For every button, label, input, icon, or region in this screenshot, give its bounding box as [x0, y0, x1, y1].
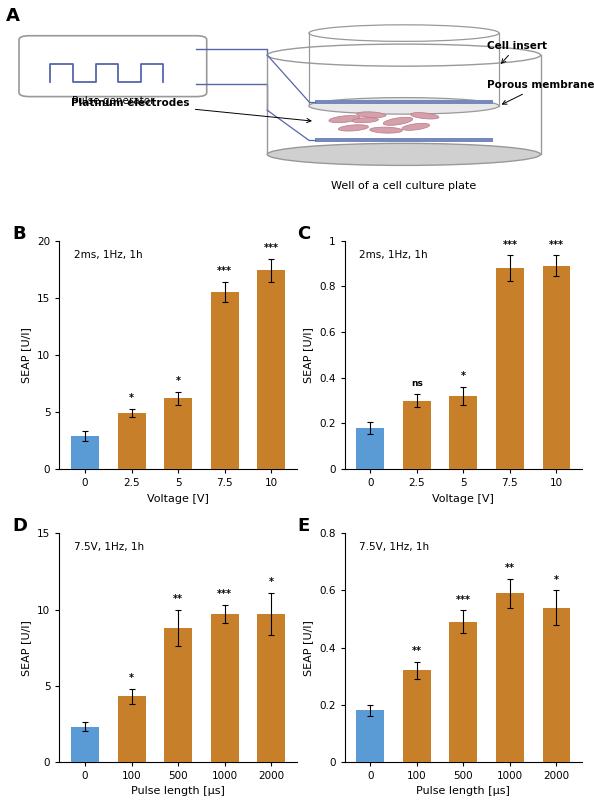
Bar	[403, 670, 431, 762]
Y-axis label: SEAP [U/l]: SEAP [U/l]	[21, 327, 31, 383]
Bar	[118, 413, 146, 469]
Text: B: B	[12, 225, 26, 242]
Text: ***: ***	[549, 240, 564, 249]
Bar	[542, 265, 570, 469]
Bar	[257, 614, 285, 762]
Ellipse shape	[309, 98, 499, 114]
Text: ***: ***	[217, 589, 232, 599]
Bar	[71, 727, 99, 762]
Text: C: C	[297, 225, 310, 242]
Text: 7.5V, 1Hz, 1h: 7.5V, 1Hz, 1h	[359, 542, 429, 553]
Text: Platinum electrodes: Platinum electrodes	[71, 98, 311, 123]
Ellipse shape	[352, 118, 378, 123]
Ellipse shape	[410, 112, 439, 119]
Text: ***: ***	[217, 266, 232, 276]
Text: *: *	[554, 575, 559, 585]
Bar	[164, 628, 192, 762]
FancyBboxPatch shape	[19, 36, 207, 96]
Text: 7.5V, 1Hz, 1h: 7.5V, 1Hz, 1h	[74, 542, 144, 553]
Bar	[257, 270, 285, 469]
Bar	[315, 99, 493, 103]
Bar	[356, 711, 384, 762]
Bar	[315, 138, 493, 142]
Text: Porous membrane: Porous membrane	[487, 80, 594, 104]
X-axis label: Voltage [V]: Voltage [V]	[432, 494, 494, 504]
Text: *: *	[269, 577, 274, 587]
Bar	[403, 401, 431, 469]
Bar	[496, 593, 524, 762]
Text: ***: ***	[456, 595, 471, 605]
Ellipse shape	[356, 111, 386, 118]
Bar	[211, 614, 239, 762]
Ellipse shape	[267, 144, 541, 165]
Ellipse shape	[309, 25, 499, 42]
Ellipse shape	[402, 124, 429, 130]
Y-axis label: SEAP [U/l]: SEAP [U/l]	[304, 620, 314, 675]
Ellipse shape	[267, 44, 541, 67]
Text: *: *	[461, 371, 466, 381]
Bar	[496, 268, 524, 469]
Text: **: **	[505, 563, 515, 573]
Ellipse shape	[339, 125, 368, 131]
X-axis label: Pulse length [μs]: Pulse length [μs]	[416, 787, 510, 796]
Text: E: E	[297, 517, 309, 535]
Bar	[211, 292, 239, 469]
Text: 2ms, 1Hz, 1h: 2ms, 1Hz, 1h	[74, 249, 143, 260]
Text: Cell insert: Cell insert	[487, 41, 547, 63]
Bar	[449, 622, 478, 762]
Text: **: **	[173, 593, 183, 604]
Text: ***: ***	[264, 243, 279, 253]
X-axis label: Pulse length [μs]: Pulse length [μs]	[131, 787, 225, 796]
Bar	[71, 436, 99, 469]
Text: **: **	[412, 646, 422, 656]
Text: *: *	[129, 394, 134, 403]
Text: *: *	[176, 376, 181, 387]
Y-axis label: SEAP [U/l]: SEAP [U/l]	[21, 620, 31, 675]
Ellipse shape	[329, 115, 360, 123]
Y-axis label: SEAP [U/l]: SEAP [U/l]	[304, 327, 314, 383]
Ellipse shape	[267, 144, 541, 165]
Bar	[164, 399, 192, 469]
Bar	[356, 428, 384, 469]
Text: A: A	[6, 6, 20, 25]
Text: 2ms, 1Hz, 1h: 2ms, 1Hz, 1h	[359, 249, 428, 260]
Bar	[449, 396, 478, 469]
Bar	[542, 608, 570, 762]
Text: *: *	[129, 673, 134, 683]
Text: ns: ns	[411, 379, 423, 388]
Text: Well of a cell culture plate: Well of a cell culture plate	[331, 181, 476, 191]
Text: ***: ***	[503, 240, 517, 249]
Ellipse shape	[383, 117, 413, 125]
Ellipse shape	[370, 127, 402, 133]
Bar	[118, 696, 146, 762]
X-axis label: Voltage [V]: Voltage [V]	[147, 494, 209, 504]
Text: Pulse generator: Pulse generator	[72, 96, 154, 106]
Text: D: D	[12, 517, 27, 535]
